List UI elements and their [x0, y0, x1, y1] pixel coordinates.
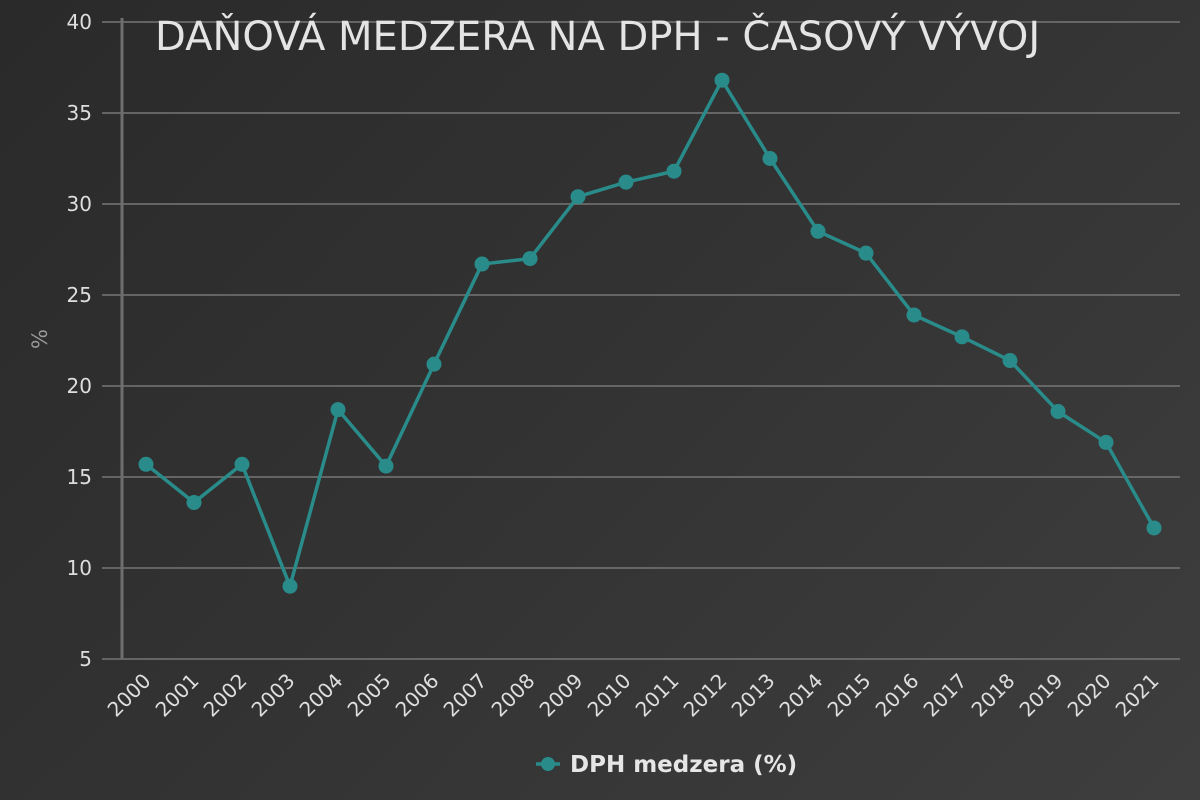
x-tick-label: 2010 — [583, 669, 636, 722]
data-point[interactable] — [1146, 520, 1162, 536]
data-point[interactable] — [858, 245, 874, 261]
x-tick-label: 2009 — [535, 669, 588, 722]
data-point[interactable] — [330, 402, 346, 418]
x-tick-label: 2012 — [679, 669, 732, 722]
data-point[interactable] — [570, 189, 586, 205]
data-point[interactable] — [186, 494, 202, 510]
x-tick-label: 2018 — [967, 669, 1020, 722]
data-point[interactable] — [426, 356, 442, 372]
chart-title: DAŇOVÁ MEDZERA NA DPH - ČASOVÝ VÝVOJ — [155, 12, 1040, 60]
y-tick-label: 20 — [67, 374, 92, 398]
data-point[interactable] — [234, 456, 250, 472]
x-tick-label: 2006 — [391, 669, 444, 722]
y-tick-label: 25 — [67, 283, 92, 307]
x-tick-label: 2002 — [199, 669, 252, 722]
x-tick-labels: 2000200120022003200420052006200720082009… — [103, 669, 1164, 722]
y-tick-label: 40 — [67, 10, 92, 34]
x-tick-label: 2016 — [871, 669, 924, 722]
data-point[interactable] — [1050, 403, 1066, 419]
data-point[interactable] — [954, 329, 970, 345]
legend-dot-marker — [541, 757, 555, 771]
data-point[interactable] — [810, 223, 826, 239]
legend-label: DPH medzera (%) — [570, 752, 797, 778]
data-point[interactable] — [714, 72, 730, 88]
series-group — [138, 72, 1162, 594]
y-axis-title: % — [28, 329, 52, 349]
x-tick-label: 2008 — [487, 669, 540, 722]
data-point[interactable] — [1098, 434, 1114, 450]
x-tick-label: 2015 — [823, 669, 876, 722]
y-tick-label: 10 — [67, 556, 92, 580]
x-tick-label: 2020 — [1063, 669, 1116, 722]
data-point[interactable] — [474, 256, 490, 272]
series-line — [144, 78, 1156, 588]
y-tick-label: 30 — [67, 192, 92, 216]
data-point[interactable] — [138, 456, 154, 472]
grid-lines — [102, 21, 1180, 660]
x-tick-label: 2021 — [1111, 669, 1164, 722]
data-point[interactable] — [906, 307, 922, 323]
x-tick-label: 2013 — [727, 669, 780, 722]
x-tick-label: 2007 — [439, 669, 492, 722]
x-tick-label: 2000 — [103, 669, 156, 722]
x-tick-label: 2019 — [1015, 669, 1068, 722]
x-tick-label: 2014 — [775, 669, 828, 722]
x-tick-label: 2005 — [343, 669, 396, 722]
y-tick-label: 35 — [67, 101, 92, 125]
y-tick-labels: 5 10 15 20 25 30 35 40 — [67, 10, 92, 671]
y-tick-label: 5 — [79, 647, 92, 671]
data-point[interactable] — [666, 163, 682, 179]
data-point[interactable] — [282, 578, 298, 594]
data-point[interactable] — [378, 458, 394, 474]
x-tick-label: 2003 — [247, 669, 300, 722]
data-point[interactable] — [762, 151, 778, 166]
legend[interactable]: DPH medzera (%) — [536, 752, 797, 778]
data-point[interactable] — [618, 174, 634, 190]
y-tick-label: 15 — [67, 465, 92, 489]
x-tick-label: 2017 — [919, 669, 972, 722]
x-tick-label: 2004 — [295, 669, 348, 722]
data-point[interactable] — [522, 251, 538, 267]
x-tick-label: 2011 — [631, 669, 684, 722]
x-tick-label: 2001 — [151, 669, 204, 722]
data-point[interactable] — [1002, 353, 1018, 369]
